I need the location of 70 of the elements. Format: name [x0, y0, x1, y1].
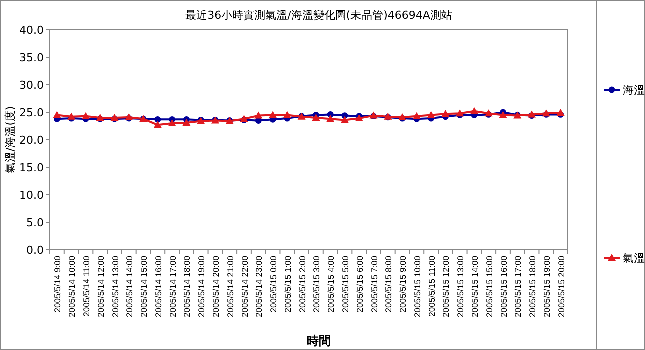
- x-tick-label: 2005/5/14 18:00: [182, 256, 192, 318]
- point: [154, 116, 162, 123]
- x-tick-label: 2005/5/15 7:00: [369, 256, 380, 313]
- x-tick-label: 2005/5/14 14:00: [124, 256, 135, 318]
- point: [168, 120, 176, 126]
- point: [82, 112, 90, 120]
- point: [470, 107, 478, 114]
- y-tick-label: 25.0: [20, 106, 44, 120]
- x-tick-label: 2005/5/15 2:00: [297, 256, 308, 313]
- x-tick-label: 2005/5/15 14:00: [470, 256, 480, 318]
- legend-label: 氣溫: [623, 252, 645, 265]
- y-tick-label: 40.0: [20, 24, 44, 37]
- x-tick-label: 2005/5/15 11:00: [426, 256, 437, 317]
- y-tick-label: 0.0: [26, 244, 44, 257]
- x-tick-label: 2005/5/15 20:00: [556, 256, 566, 318]
- chart-title: 最近36小時實測氣溫/海溫變化圖(未品管)46694A測站: [186, 9, 452, 22]
- x-tick-label: 2005/5/14 20:00: [210, 256, 221, 318]
- y-tick-label: 30.0: [20, 79, 44, 92]
- legend-label: 海溫: [623, 84, 645, 97]
- x-tick-label: 2005/5/15 8:00: [384, 256, 394, 313]
- x-tick-label: 2005/5/14 22:00: [240, 256, 250, 318]
- point: [499, 111, 508, 118]
- point: [283, 111, 292, 118]
- x-tick-label: 2005/5/15 6:00: [354, 256, 365, 313]
- y-tick-label: 15.0: [20, 162, 44, 174]
- x-tick-label: 2005/5/14 12:00: [96, 256, 106, 318]
- point: [68, 112, 76, 120]
- x-tick-label: 2005/5/14 9:00: [52, 256, 63, 313]
- x-tick-label: 2005/5/14 17:00: [168, 256, 178, 318]
- x-tick-label: 2005/5/15 4:00: [326, 256, 336, 313]
- y-tick-label: 10.0: [20, 189, 44, 202]
- x-axis-title: 時間: [307, 334, 331, 348]
- y-axis-title: 氣溫/海溫(度): [4, 106, 17, 174]
- x-tick-label: 2005/5/14 19:00: [196, 256, 207, 318]
- x-tick-label: 2005/5/15 15:00: [484, 256, 494, 318]
- x-tick-label: 2005/5/15 12:00: [441, 256, 452, 318]
- point: [442, 110, 450, 118]
- x-tick-label: 2005/5/14 15:00: [139, 256, 150, 318]
- x-tick-label: 2005/5/15 19:00: [542, 256, 552, 318]
- x-tick-label: 2005/5/15 16:00: [498, 256, 509, 318]
- x-tick-label: 2005/5/14 23:00: [254, 256, 264, 318]
- x-tick-label: 2005/5/15 5:00: [340, 256, 350, 313]
- point: [412, 112, 421, 120]
- x-tick-label: 2005/5/15 13:00: [456, 256, 466, 318]
- point: [326, 115, 335, 122]
- point: [154, 121, 162, 128]
- x-tick-label: 2005/5/15 0:00: [268, 256, 279, 313]
- y-tick-label: 5.0: [26, 216, 44, 230]
- point: [556, 109, 565, 116]
- x-tick-label: 2005/5/14 21:00: [225, 256, 236, 318]
- x-tick-label: 2005/5/15 18:00: [528, 256, 538, 318]
- point: [182, 118, 191, 126]
- x-tick-label: 2005/5/14 13:00: [110, 256, 120, 318]
- point: [254, 112, 263, 119]
- y-tick-label: 35.0: [20, 52, 44, 64]
- point: [53, 111, 62, 118]
- x-tick-label: 2005/5/15 17:00: [513, 256, 524, 318]
- x-tick-label: 2005/5/14 16:00: [153, 256, 164, 318]
- point: [427, 111, 436, 118]
- x-tick-label: 2005/5/15 10:00: [412, 256, 422, 318]
- x-tick-label: 2005/5/15 1:00: [282, 256, 293, 313]
- point: [340, 116, 349, 124]
- point: [269, 111, 278, 118]
- point: [456, 110, 464, 117]
- x-tick-label: 2005/5/15 3:00: [312, 256, 322, 313]
- y-tick-label: 20.0: [20, 134, 44, 147]
- x-tick-label: 2005/5/14 10:00: [67, 256, 78, 318]
- point: [312, 114, 320, 121]
- x-tick-label: 2005/5/15 9:00: [398, 256, 408, 313]
- x-tick-label: 2005/5/14 11:00: [81, 256, 92, 317]
